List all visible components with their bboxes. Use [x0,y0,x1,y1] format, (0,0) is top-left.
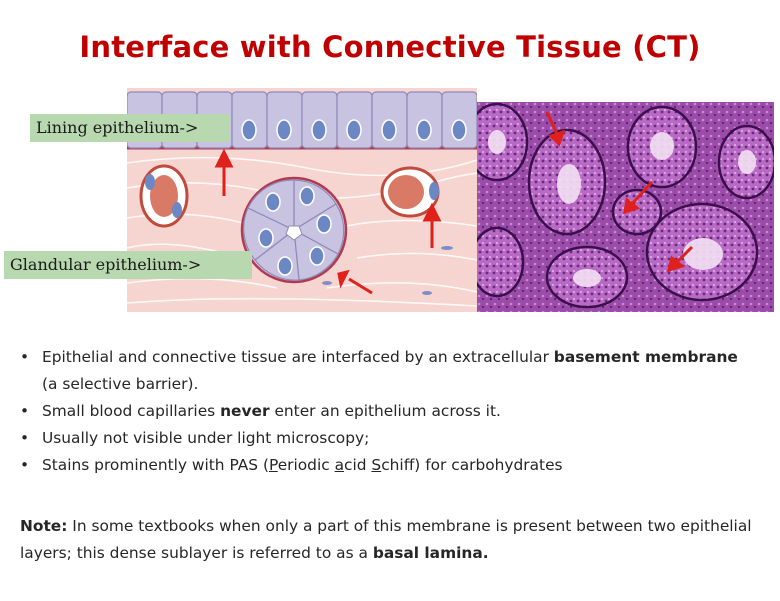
bullet-item: • Stains prominently with PAS (Periodic … [20,452,740,479]
histology-micrograph [477,102,774,312]
bullet-icon: • [20,456,30,474]
glandular-epithelium-label: Glandular epithelium-> [4,251,252,279]
blood-vessel-right [380,166,440,218]
bullet-text: Epithelial and connective tissue are int… [42,348,554,366]
slide-title: Interface with Connective Tissue (CT) [79,30,701,64]
acronym-letter: S [371,456,382,474]
acronym-letter: a [334,456,345,474]
bullet-icon: • [20,429,30,447]
bullet-text: Usually not visible under light microsco… [42,429,370,447]
bullet-icon: • [20,348,30,366]
bullet-text: cid [344,456,372,474]
bullet-text: chiff) for carbohydrates [381,456,563,474]
gland-acinus [240,176,348,284]
note-label: Note: [20,517,68,535]
bullet-item: • Usually not visible under light micros… [20,425,740,452]
bullet-bold: never [220,402,270,420]
bullet-text: Stains prominently with PAS ( [42,456,269,474]
bullet-item: • Small blood capillaries never enter an… [20,398,740,425]
bullet-item: • Epithelial and connective tissue are i… [20,344,740,398]
bullet-bold: basement membrane [553,348,738,366]
note-term: basal lamina. [372,544,489,562]
lining-epithelium-label: Lining epithelium-> [30,114,230,142]
blood-vessel-left [139,164,189,228]
bullet-text: enter an epithelium across it. [269,402,501,420]
note-text: In some textbooks when only a part of th… [20,517,752,562]
bullet-icon: • [20,402,30,420]
bullet-list: • Epithelial and connective tissue are i… [20,344,740,479]
note-paragraph: Note: In some textbooks when only a part… [20,513,760,567]
histology-arrows [545,111,694,273]
bullet-text: (a selective barrier). [42,375,199,393]
acronym-letter: P [268,456,278,474]
bullet-text: Small blood capillaries [42,402,221,420]
arrow-markers [214,148,442,295]
bullet-text: eriodic [277,456,335,474]
